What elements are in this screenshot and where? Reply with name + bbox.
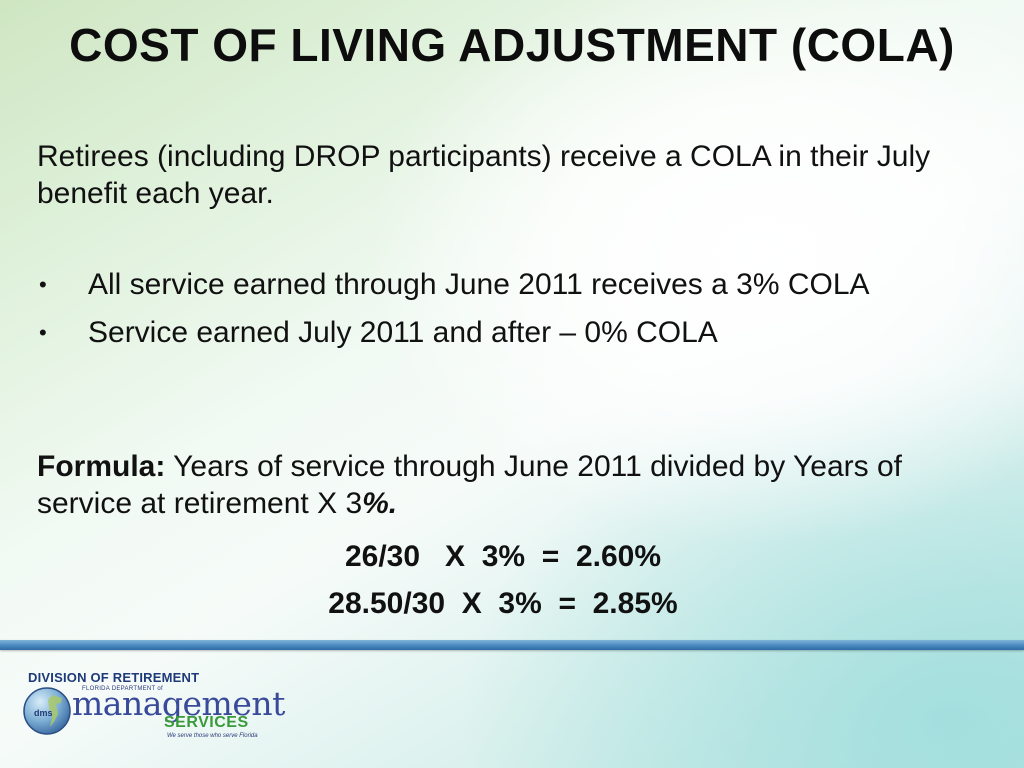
bullet-marker: • — [39, 272, 47, 297]
formula-label: Formula: — [37, 450, 166, 483]
services-wordmark: SERVICES — [164, 714, 249, 731]
bullet-item: • Service earned July 2011 and after – 0… — [37, 314, 977, 352]
florida-dept-label: FLORIDA DEPARTMENT of — [82, 686, 163, 692]
formula-body: Years of service through June 2011 divid… — [37, 450, 902, 520]
bullet-text: All service earned through June 2011 rec… — [88, 268, 870, 301]
formula-text: Formula: Years of service through June 2… — [37, 448, 977, 522]
dms-logo: DIVISION OF RETIREMENT dms FLORIDA DEPAR… — [22, 670, 285, 750]
example-calculation-2: 28.50/30 X 3% = 2.85% — [328, 587, 678, 620]
formula-percent: %. — [362, 487, 398, 520]
logo-tagline: We serve those who serve Florida — [167, 733, 258, 739]
globe-text: dms — [34, 708, 53, 718]
division-label: DIVISION OF RETIREMENT — [28, 670, 200, 685]
bullet-list: • All service earned through June 2011 r… — [37, 266, 977, 352]
globe-icon: dms — [23, 687, 71, 735]
bullet-item: • All service earned through June 2011 r… — [37, 266, 977, 304]
slide-title: COST OF LIVING ADJUSTMENT (COLA) — [69, 19, 955, 71]
management-wordmark: management — [72, 684, 285, 723]
bullet-text: Service earned July 2011 and after – 0% … — [88, 316, 718, 349]
intro-text: Retirees (including DROP participants) r… — [37, 140, 931, 210]
footer-divider — [0, 640, 1024, 650]
bullet-marker: • — [39, 320, 47, 345]
example-calculation-1: 26/30 X 3% = 2.60% — [344, 540, 662, 573]
